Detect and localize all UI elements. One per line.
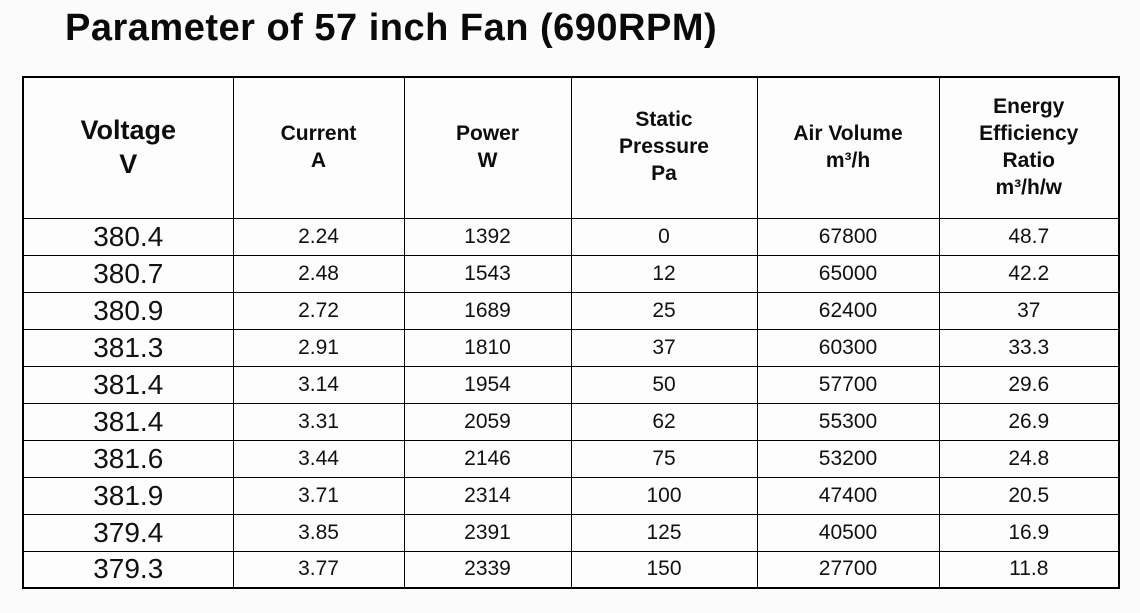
table-row: 380.9 2.72 1689 25 62400 37: [22, 291, 1120, 330]
cell-energy-efficiency-ratio: 37: [938, 291, 1120, 330]
cell-air-volume: 57700: [756, 365, 940, 404]
cell-energy-efficiency-ratio: 20.5: [938, 476, 1120, 515]
cell-power: 2391: [403, 513, 572, 552]
column-header-air-volume: Air Volume m³/h: [756, 76, 940, 219]
cell-power: 1954: [403, 365, 572, 404]
cell-voltage: 380.7: [22, 254, 234, 293]
cell-power: 2146: [403, 439, 572, 478]
cell-voltage: 379.3: [22, 550, 234, 589]
table-row: 381.9 3.71 2314 100 47400 20.5: [22, 476, 1120, 515]
cell-air-volume: 40500: [756, 513, 940, 552]
cell-current: 2.24: [232, 217, 405, 256]
column-header-static-pressure: Static Pressure Pa: [570, 76, 758, 219]
cell-power: 2339: [403, 550, 572, 589]
cell-current: 3.71: [232, 476, 405, 515]
cell-energy-efficiency-ratio: 24.8: [938, 439, 1120, 478]
cell-static-pressure: 100: [570, 476, 758, 515]
cell-static-pressure: 75: [570, 439, 758, 478]
cell-air-volume: 60300: [756, 328, 940, 367]
cell-energy-efficiency-ratio: 29.6: [938, 365, 1120, 404]
cell-current: 3.31: [232, 402, 405, 441]
table-row: 381.6 3.44 2146 75 53200 24.8: [22, 439, 1120, 478]
column-header-current: Current A: [232, 76, 405, 219]
cell-voltage: 381.4: [22, 365, 234, 404]
cell-static-pressure: 125: [570, 513, 758, 552]
cell-voltage: 381.6: [22, 439, 234, 478]
column-header-power: Power W: [403, 76, 572, 219]
cell-static-pressure: 37: [570, 328, 758, 367]
cell-current: 2.48: [232, 254, 405, 293]
cell-power: 2059: [403, 402, 572, 441]
table-body: 380.4 2.24 1392 0 67800 48.7 380.7 2.48 1543 12 65…: [22, 217, 1120, 589]
cell-static-pressure: 50: [570, 365, 758, 404]
cell-energy-efficiency-ratio: 42.2: [938, 254, 1120, 293]
cell-static-pressure: 62: [570, 402, 758, 441]
cell-current: 3.85: [232, 513, 405, 552]
table-row: 380.4 2.24 1392 0 67800 48.7: [22, 217, 1120, 256]
cell-voltage: 381.4: [22, 402, 234, 441]
column-header-energy-efficiency-ratio: Energy Efficiency Ratio m³/h/w: [938, 76, 1120, 219]
table-row: 381.4 3.14 1954 50 57700 29.6: [22, 365, 1120, 404]
table-header: Voltage V Current A Power W Static Press…: [22, 76, 1120, 219]
column-header-voltage: Voltage V: [22, 76, 234, 219]
cell-current: 3.44: [232, 439, 405, 478]
cell-static-pressure: 150: [570, 550, 758, 589]
cell-voltage: 379.4: [22, 513, 234, 552]
table-row: 379.3 3.77 2339 150 27700 11.8: [22, 550, 1120, 589]
cell-energy-efficiency-ratio: 26.9: [938, 402, 1120, 441]
cell-energy-efficiency-ratio: 11.8: [938, 550, 1120, 589]
cell-air-volume: 27700: [756, 550, 940, 589]
table-row: 381.3 2.91 1810 37 60300 33.3: [22, 328, 1120, 367]
cell-static-pressure: 25: [570, 291, 758, 330]
cell-power: 1543: [403, 254, 572, 293]
table-row: 379.4 3.85 2391 125 40500 16.9: [22, 513, 1120, 552]
cell-energy-efficiency-ratio: 33.3: [938, 328, 1120, 367]
cell-current: 3.77: [232, 550, 405, 589]
cell-power: 1810: [403, 328, 572, 367]
page-title: Parameter of 57 inch Fan (690RPM): [65, 7, 718, 49]
cell-power: 2314: [403, 476, 572, 515]
cell-power: 1689: [403, 291, 572, 330]
cell-power: 1392: [403, 217, 572, 256]
cell-energy-efficiency-ratio: 48.7: [938, 217, 1120, 256]
header-row: Voltage V Current A Power W Static Press…: [22, 76, 1120, 219]
cell-air-volume: 67800: [756, 217, 940, 256]
cell-energy-efficiency-ratio: 16.9: [938, 513, 1120, 552]
table-row: 381.4 3.31 2059 62 55300 26.9: [22, 402, 1120, 441]
cell-voltage: 380.9: [22, 291, 234, 330]
cell-static-pressure: 12: [570, 254, 758, 293]
cell-air-volume: 47400: [756, 476, 940, 515]
table-row: 380.7 2.48 1543 12 65000 42.2: [22, 254, 1120, 293]
cell-voltage: 381.9: [22, 476, 234, 515]
cell-air-volume: 62400: [756, 291, 940, 330]
cell-air-volume: 55300: [756, 402, 940, 441]
cell-current: 3.14: [232, 365, 405, 404]
cell-current: 2.72: [232, 291, 405, 330]
fan-parameter-table: Voltage V Current A Power W Static Press…: [22, 76, 1120, 589]
cell-voltage: 380.4: [22, 217, 234, 256]
cell-current: 2.91: [232, 328, 405, 367]
cell-voltage: 381.3: [22, 328, 234, 367]
cell-air-volume: 53200: [756, 439, 940, 478]
cell-static-pressure: 0: [570, 217, 758, 256]
cell-air-volume: 65000: [756, 254, 940, 293]
